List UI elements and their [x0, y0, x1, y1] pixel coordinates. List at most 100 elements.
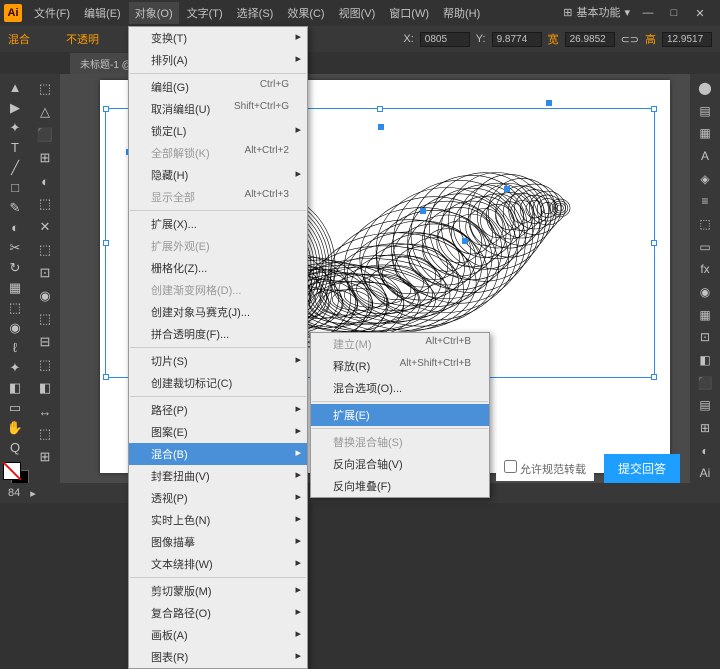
handle-ml[interactable]: [103, 240, 109, 246]
tools2-tool-9[interactable]: ◉: [33, 285, 57, 307]
dd1-item-7[interactable]: 隐藏(H)▸: [129, 164, 307, 186]
dd2-item-4[interactable]: 扩展(E): [311, 404, 489, 426]
tools2-tool-10[interactable]: ⬚: [33, 308, 57, 330]
dd2-item-7[interactable]: 反向混合轴(V): [311, 453, 489, 475]
anchor-point[interactable]: [378, 124, 384, 130]
dd1-item-0[interactable]: 变换(T)▸: [129, 27, 307, 49]
allow-repost-checkbox[interactable]: 允许规范转载: [496, 456, 594, 481]
tools2-tool-3[interactable]: ⊞: [33, 147, 57, 169]
dd1-item-21[interactable]: 图案(E)▸: [129, 421, 307, 443]
dd1-item-27[interactable]: 文本绕排(W)▸: [129, 553, 307, 575]
dd1-item-32[interactable]: 图表(R)▸: [129, 646, 307, 668]
dock-icon-3[interactable]: A: [694, 146, 716, 166]
menu-3[interactable]: 文字(T): [181, 2, 229, 24]
dd2-item-8[interactable]: 反向堆叠(F): [311, 475, 489, 497]
workspace-switcher[interactable]: ⊞基本功能▾: [563, 4, 630, 20]
menu-6[interactable]: 视图(V): [333, 2, 382, 24]
dock-icon-15[interactable]: ⊞: [694, 418, 716, 438]
dock-icon-0[interactable]: ⬤: [694, 78, 716, 98]
dd1-item-1[interactable]: 排列(A)▸: [129, 49, 307, 71]
tools2-tool-8[interactable]: ⊡: [33, 262, 57, 284]
tools2-tool-6[interactable]: ✕: [33, 216, 57, 238]
tools1-tool-6[interactable]: ✎: [3, 198, 27, 217]
menu-4[interactable]: 选择(S): [231, 2, 280, 24]
dd1-item-30[interactable]: 复合路径(O)▸: [129, 602, 307, 624]
dock-icon-14[interactable]: ▤: [694, 395, 716, 415]
dd1-item-31[interactable]: 画板(A)▸: [129, 624, 307, 646]
dock-icon-9[interactable]: ◉: [694, 282, 716, 302]
tools1-tool-9[interactable]: ↻: [3, 258, 27, 277]
dd1-item-25[interactable]: 实时上色(N)▸: [129, 509, 307, 531]
tools1-tool-8[interactable]: ✂: [3, 238, 27, 257]
tools2-tool-4[interactable]: ◐: [33, 170, 57, 192]
color-swatch[interactable]: [3, 462, 27, 483]
dock-icon-16[interactable]: ◐: [694, 441, 716, 461]
dd1-item-4[interactable]: 取消编组(U)Shift+Ctrl+G: [129, 98, 307, 120]
tools2-tool-1[interactable]: △: [33, 101, 57, 123]
menu-1[interactable]: 编辑(E): [78, 2, 127, 24]
dd1-item-17[interactable]: 切片(S)▸: [129, 350, 307, 372]
dd1-item-23[interactable]: 封套扭曲(V)▸: [129, 465, 307, 487]
tools1-tool-16[interactable]: ▭: [3, 398, 27, 417]
dock-icon-12[interactable]: ◧: [694, 350, 716, 370]
zoom-level[interactable]: 84: [8, 487, 20, 499]
tools1-tool-11[interactable]: ⬚: [3, 298, 27, 317]
dock-icon-17[interactable]: Ai: [694, 463, 716, 483]
dd2-item-1[interactable]: 释放(R)Alt+Shift+Ctrl+B: [311, 355, 489, 377]
dock-icon-7[interactable]: ▭: [694, 237, 716, 257]
tools1-tool-10[interactable]: ▦: [3, 278, 27, 297]
dock-icon-13[interactable]: ⬛: [694, 373, 716, 393]
x-input[interactable]: [420, 32, 470, 47]
anchor-point[interactable]: [420, 208, 426, 214]
tools2-tool-16[interactable]: ⊞: [33, 446, 57, 468]
dd1-item-14[interactable]: 创建对象马赛克(J)...: [129, 301, 307, 323]
handle-tr[interactable]: [651, 106, 657, 112]
tools1-tool-13[interactable]: ℓ: [3, 338, 27, 357]
tools2-tool-0[interactable]: ⬚: [33, 78, 57, 100]
dd1-item-29[interactable]: 剪切蒙版(M)▸: [129, 580, 307, 602]
tools1-tool-2[interactable]: ✦: [3, 118, 27, 137]
dock-icon-4[interactable]: ◈: [694, 169, 716, 189]
handle-tc[interactable]: [377, 106, 383, 112]
anchor-point[interactable]: [546, 100, 552, 106]
dock-icon-8[interactable]: fx: [694, 259, 716, 279]
dock-icon-2[interactable]: ▦: [694, 123, 716, 143]
dd1-item-26[interactable]: 图像描摹▸: [129, 531, 307, 553]
tools2-tool-2[interactable]: ⬛: [33, 124, 57, 146]
handle-mr[interactable]: [651, 240, 657, 246]
dd1-item-15[interactable]: 拼合透明度(F)...: [129, 323, 307, 345]
maximize-button[interactable]: □: [666, 7, 682, 20]
tools2-tool-11[interactable]: ⊟: [33, 331, 57, 353]
dd1-item-10[interactable]: 扩展(X)...: [129, 213, 307, 235]
menu-5[interactable]: 效果(C): [281, 2, 330, 24]
dock-icon-5[interactable]: ≡: [694, 191, 716, 211]
tools2-tool-5[interactable]: ⬚: [33, 193, 57, 215]
anchor-point[interactable]: [462, 238, 468, 244]
tools1-tool-14[interactable]: ✦: [3, 358, 27, 377]
dd1-item-18[interactable]: 创建裁切标记(C): [129, 372, 307, 394]
dd1-item-24[interactable]: 透视(P)▸: [129, 487, 307, 509]
tools1-tool-3[interactable]: T: [3, 138, 27, 157]
dd1-item-20[interactable]: 路径(P)▸: [129, 399, 307, 421]
dock-icon-6[interactable]: ⬚: [694, 214, 716, 234]
handle-br[interactable]: [651, 374, 657, 380]
tools1-tool-4[interactable]: ╱: [3, 158, 27, 177]
close-button[interactable]: ✕: [692, 7, 708, 20]
dd1-item-12[interactable]: 栅格化(Z)...: [129, 257, 307, 279]
tools1-tool-12[interactable]: ◉: [3, 318, 27, 337]
tools1-tool-1[interactable]: ▶: [3, 98, 27, 117]
submit-answer-button[interactable]: 提交回答: [604, 454, 680, 483]
tools1-tool-5[interactable]: □: [3, 178, 27, 197]
y-input[interactable]: [492, 32, 542, 47]
dock-icon-1[interactable]: ▤: [694, 101, 716, 121]
dock-icon-11[interactable]: ⊡: [694, 327, 716, 347]
tools2-tool-13[interactable]: ◧: [33, 377, 57, 399]
tools2-tool-15[interactable]: ⬚: [33, 423, 57, 445]
tools1-tool-15[interactable]: ◧: [3, 378, 27, 397]
tools1-tool-18[interactable]: Q: [3, 438, 27, 457]
tools2-tool-7[interactable]: ⬚: [33, 239, 57, 261]
tools1-tool-17[interactable]: ✋: [3, 418, 27, 437]
menu-0[interactable]: 文件(F): [28, 2, 76, 24]
tools1-tool-7[interactable]: ◐: [3, 218, 27, 237]
tools2-tool-14[interactable]: ↔: [33, 400, 57, 422]
